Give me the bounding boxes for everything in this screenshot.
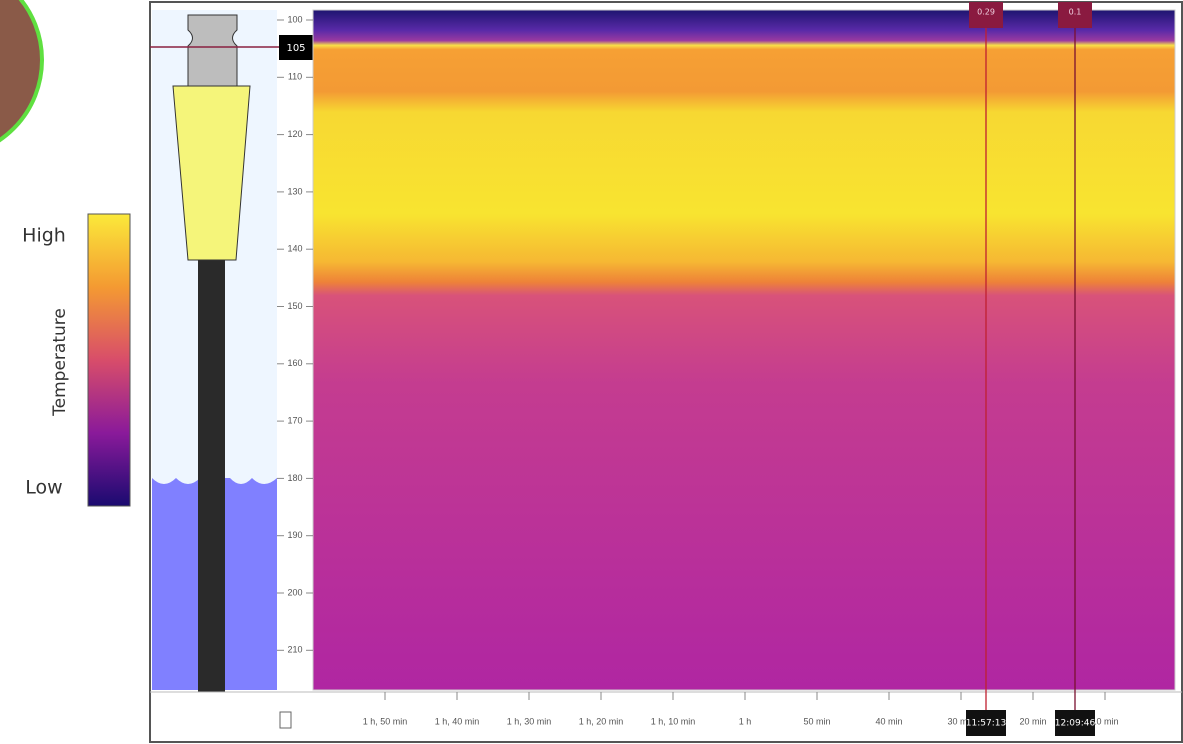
- cone: [172, 85, 251, 261]
- legend-low: Low: [25, 477, 62, 499]
- cursors: 0.29 11:57:13 0.1 12:09:46: [966, 2, 1096, 736]
- pipe: [198, 258, 225, 692]
- cursor-tag-box[interactable]: [969, 2, 1003, 28]
- x-tick-label: 20 min: [1019, 716, 1046, 726]
- calendar-icon[interactable]: [279, 711, 292, 729]
- y-tick-label: 150: [287, 301, 302, 311]
- x-tick-label: 30 min: [947, 716, 974, 726]
- y-tick-label: 160: [287, 358, 302, 368]
- y-tick-label: 200: [287, 587, 302, 597]
- y-tick-label: 210: [287, 645, 302, 655]
- cursor-tag-box[interactable]: [1058, 2, 1092, 28]
- cursor-time: 11:57:13: [966, 719, 1006, 729]
- y-tick-label: 170: [287, 415, 302, 425]
- x-tick-label: 50 min: [803, 716, 830, 726]
- depth-marker: 105: [286, 43, 305, 54]
- x-tick-label: 1 h, 30 min: [507, 716, 552, 726]
- x-tick-label: 1 h, 10 min: [651, 716, 696, 726]
- y-tick-label: 140: [287, 244, 302, 254]
- cursor-time-box[interactable]: [966, 710, 1006, 736]
- y-tick-label: 100: [287, 14, 302, 24]
- y-tick-label: 190: [287, 530, 302, 540]
- heatmap-border: [312, 9, 1176, 691]
- y-tick-label: 130: [287, 186, 302, 196]
- cursor-tag: 0.29: [977, 8, 995, 17]
- cursor-time: 12:09:46: [1055, 719, 1096, 729]
- x-tick-label: 40 min: [875, 716, 902, 726]
- axis-ticks: 100 110 120 130 140 150 160 170 180 190 200 210 1 h,…: [277, 14, 1119, 726]
- y-tick-label: 120: [287, 129, 302, 139]
- color-bar: [87, 213, 131, 507]
- legend-title: Temperature: [50, 308, 70, 417]
- x-tick-label: 1 h, 20 min: [579, 716, 624, 726]
- heatmap: [313, 10, 1175, 690]
- connector: [187, 14, 238, 87]
- x-tick-label: 1 h, 50 min: [363, 716, 408, 726]
- depth-marker-box: [279, 35, 313, 60]
- x-tick-label: 10 min: [1091, 716, 1118, 726]
- x-tick-label: 1 h: [739, 716, 752, 726]
- cursor-tag: 0.1: [1069, 8, 1082, 17]
- y-tick-label: 110: [288, 72, 302, 82]
- legend-high: High: [22, 225, 66, 247]
- photo-thumbnail: [0, 0, 44, 143]
- x-tick-label: 1 h, 40 min: [435, 716, 480, 726]
- y-tick-label: 180: [287, 473, 302, 483]
- cursor-time-box[interactable]: [1055, 710, 1095, 736]
